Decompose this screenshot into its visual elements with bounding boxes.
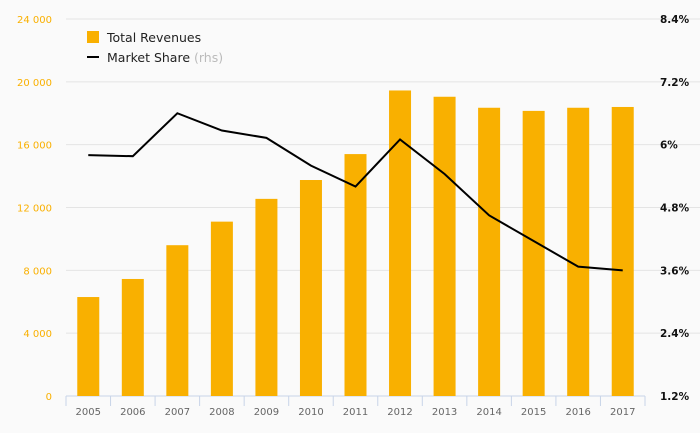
x-tick-label: 2006 bbox=[120, 407, 145, 418]
bar-2016 bbox=[567, 107, 590, 397]
bar-2014 bbox=[478, 107, 501, 397]
x-tick-label: 2008 bbox=[209, 407, 234, 418]
x-tick-label: 2010 bbox=[298, 407, 323, 418]
legend-label: Market Share bbox=[107, 49, 191, 65]
bar-2009 bbox=[255, 198, 278, 396]
legend-label: Total Revenues bbox=[107, 29, 202, 45]
x-tick-label: 2014 bbox=[476, 407, 501, 418]
bar-2012 bbox=[389, 90, 412, 397]
x-tick-label: 2007 bbox=[165, 407, 190, 418]
y-tick-label: 0 bbox=[46, 392, 52, 403]
y2-tick-label: 2.4% bbox=[660, 328, 690, 340]
market-share-line bbox=[88, 112, 623, 272]
legend-item-market-share[interactable]: Market Share (rhs) bbox=[87, 47, 223, 67]
bar-2013 bbox=[433, 96, 456, 396]
y2-tick-label: 7.2% bbox=[660, 77, 690, 89]
y-tick-label: 16 000 bbox=[17, 141, 52, 152]
x-tick-label: 2016 bbox=[565, 407, 590, 418]
bar-2005 bbox=[77, 297, 100, 396]
x-tick-label: 2017 bbox=[610, 407, 635, 418]
y2-tick-label: 8.4% bbox=[660, 14, 690, 26]
x-tick-label: 2013 bbox=[432, 407, 457, 418]
legend-item-revenues[interactable]: Total Revenues bbox=[87, 27, 223, 47]
bar-2017 bbox=[611, 106, 634, 396]
y-tick-label: 20 000 bbox=[17, 78, 52, 89]
bar-2015 bbox=[522, 110, 545, 397]
bar-2007 bbox=[166, 245, 189, 396]
y2-tick-label: 3.6% bbox=[660, 265, 690, 277]
bar-2010 bbox=[299, 180, 322, 396]
y-tick-label: 8 000 bbox=[23, 266, 52, 277]
x-tick-label: 2012 bbox=[387, 407, 412, 418]
legend-swatch-line bbox=[87, 56, 99, 58]
legend-swatch-bar bbox=[87, 31, 99, 43]
bar-2008 bbox=[210, 221, 233, 396]
x-tick-label: 2011 bbox=[343, 407, 368, 418]
y-tick-label: 4 000 bbox=[23, 329, 52, 340]
x-tick-label: 2015 bbox=[521, 407, 546, 418]
x-tick-label: 2005 bbox=[76, 407, 101, 418]
x-tick-label: 2009 bbox=[254, 407, 279, 418]
legend: Total Revenues Market Share (rhs) bbox=[87, 27, 223, 67]
legend-suffix: (rhs) bbox=[194, 49, 224, 65]
y2-tick-label: 1.2% bbox=[660, 391, 690, 403]
y-tick-label: 24 000 bbox=[17, 15, 52, 26]
y-tick-label: 12 000 bbox=[17, 204, 52, 215]
bar-2011 bbox=[344, 154, 367, 396]
bar-2006 bbox=[121, 278, 144, 396]
y2-tick-label: 4.8% bbox=[660, 203, 690, 215]
y2-tick-label: 6% bbox=[660, 140, 678, 152]
